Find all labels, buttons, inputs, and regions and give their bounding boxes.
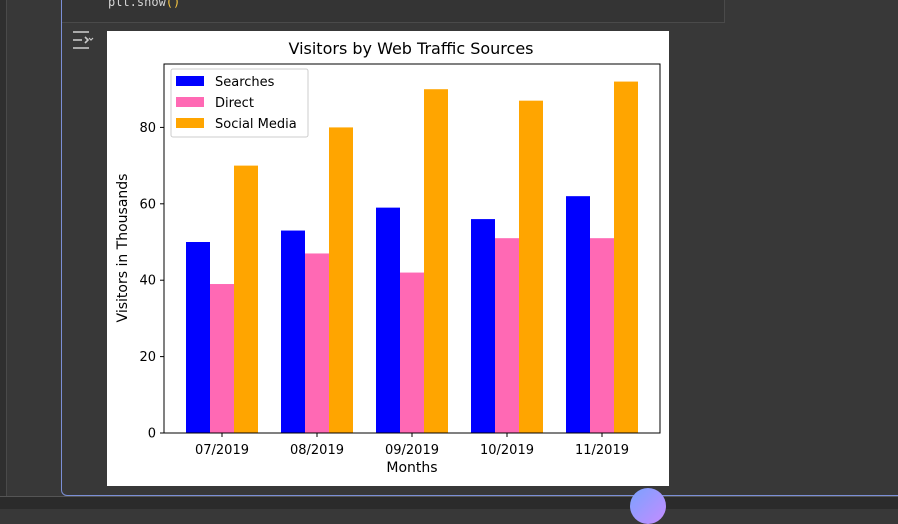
y-tick-label: 40: [139, 274, 156, 289]
x-tick-label: 07/2019: [195, 443, 249, 458]
bar-direct-4: [590, 238, 614, 433]
x-tick-label: 09/2019: [385, 443, 439, 458]
y-tick-label: 20: [139, 350, 156, 365]
bar-direct-3: [495, 238, 519, 433]
y-tick-label: 60: [139, 197, 156, 212]
legend-swatch: [176, 76, 204, 86]
x-tick-label: 08/2019: [290, 443, 344, 458]
output-options-icon[interactable]: [70, 28, 94, 52]
bar-searches-0: [186, 242, 210, 433]
code-parens: (): [165, 0, 181, 9]
notebook-cell[interactable]: [61, 0, 898, 496]
bar-searches-1: [281, 230, 305, 433]
y-tick-label: 80: [139, 121, 156, 136]
bar-searches-4: [566, 196, 590, 433]
sparkle-icon[interactable]: [630, 488, 666, 524]
y-tick-label: 0: [148, 427, 156, 442]
legend: Searches Direct Social Media: [170, 68, 309, 138]
x-axis-label: Months: [386, 460, 437, 476]
bar-social-media-4: [614, 81, 638, 434]
bar-searches-3: [471, 219, 495, 433]
legend-swatch: [176, 97, 204, 107]
code-line[interactable]: plt.show(): [108, 0, 180, 9]
bar-chart: Visitors by Web Traffic Sources 0 20 40 60 8…: [115, 39, 661, 476]
bar-social-media-3: [519, 100, 543, 433]
legend-label: Social Media: [215, 117, 297, 132]
bar-social-media-0: [234, 165, 258, 433]
code-editor[interactable]: [62, 0, 725, 23]
bar-social-media-1: [329, 127, 353, 433]
code-text: plt.show: [108, 0, 166, 9]
legend-swatch: [176, 118, 204, 128]
left-gutter: [0, 0, 7, 496]
legend-label: Direct: [215, 96, 254, 111]
y-axis-label: Visitors in Thousands: [115, 174, 131, 323]
bar-direct-1: [305, 253, 329, 433]
x-tick-label: 10/2019: [480, 443, 534, 458]
x-tick-label: 11/2019: [575, 443, 629, 458]
bar-searches-2: [376, 207, 400, 433]
bar-social-media-2: [424, 89, 448, 433]
legend-box: [170, 68, 309, 138]
bar-direct-2: [400, 272, 424, 433]
bar-direct-0: [210, 284, 234, 433]
chart-output: Visitors by Web Traffic Sources 0 20 40 60 8…: [107, 31, 669, 486]
legend-label: Searches: [215, 75, 275, 90]
status-bar: [0, 496, 898, 509]
chart-title: Visitors by Web Traffic Sources: [288, 39, 533, 58]
